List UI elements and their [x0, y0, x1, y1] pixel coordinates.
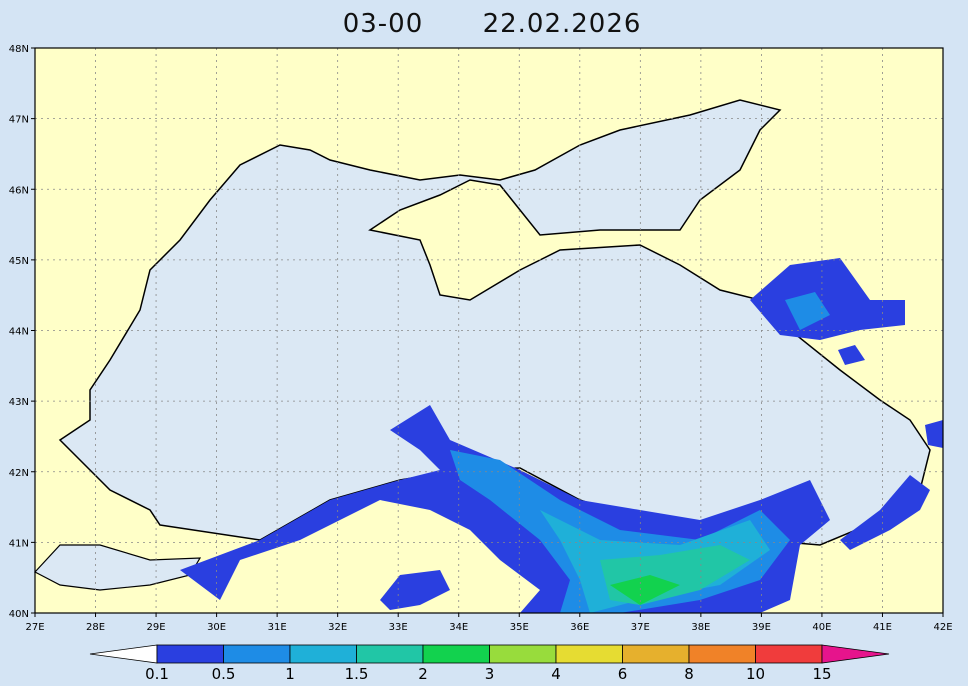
lon-label: 30E	[207, 622, 226, 633]
lon-label: 31E	[268, 622, 287, 633]
lon-label: 42E	[933, 622, 952, 633]
lon-label: 39E	[752, 622, 771, 633]
title-date: 22.02.2026	[483, 9, 642, 39]
lon-label: 34E	[449, 622, 468, 633]
colorbar-segment	[422, 644, 490, 664]
lon-label: 38E	[691, 622, 710, 633]
colorbar: 0.1 0.5 1 1.5 2 3 4 6 8 10 15	[89, 644, 890, 683]
colorbar-label: 1	[285, 665, 295, 683]
colorbar-label: 6	[618, 665, 628, 683]
colorbar-segment	[755, 644, 823, 664]
colorbar-label: 3	[485, 665, 495, 683]
colorbar-segment	[223, 644, 291, 664]
map	[31, 47, 944, 617]
lon-label: 40E	[812, 622, 831, 633]
lat-label: 46N	[9, 185, 29, 196]
grid	[31, 47, 944, 617]
colorbar-label: 15	[812, 665, 831, 683]
lon-label: 29E	[147, 622, 166, 633]
lat-label: 44N	[9, 327, 29, 338]
precipitation	[180, 258, 943, 613]
lon-label: 27E	[25, 622, 44, 633]
lat-label: 40N	[9, 609, 29, 620]
lon-label: 37E	[631, 622, 650, 633]
lat-label: 45N	[9, 256, 29, 267]
colorbar-label: 10	[746, 665, 765, 683]
lat-label: 43N	[9, 397, 29, 408]
colorbar-segment	[289, 644, 357, 664]
colorbar-label: 0.5	[212, 665, 236, 683]
lon-label: 41E	[873, 622, 892, 633]
title-time: 03-00	[343, 9, 424, 39]
lat-label: 48N	[9, 44, 29, 55]
lon-label: 32E	[328, 622, 347, 633]
lon-label: 36E	[570, 622, 589, 633]
lon-label: 28E	[86, 622, 105, 633]
lat-label: 42N	[9, 468, 29, 479]
lon-label: 35E	[510, 622, 529, 633]
colorbar-label: 2	[418, 665, 428, 683]
colorbar-high	[821, 644, 890, 664]
colorbar-segment	[156, 644, 224, 664]
colorbar-segment	[622, 644, 690, 664]
colorbar-label: 8	[684, 665, 694, 683]
frame	[34, 47, 944, 614]
lon-label: 33E	[389, 622, 408, 633]
colorbar-segment	[489, 644, 557, 664]
colorbar-segment	[356, 644, 424, 664]
colorbar-label: 4	[551, 665, 561, 683]
colorbar-label: 0.1	[145, 665, 169, 683]
colorbar-label: 1.5	[345, 665, 369, 683]
lat-label: 47N	[9, 115, 29, 126]
colorbar-segment	[555, 644, 623, 664]
lat-label: 41N	[9, 538, 29, 549]
colorbar-segment	[688, 644, 756, 664]
